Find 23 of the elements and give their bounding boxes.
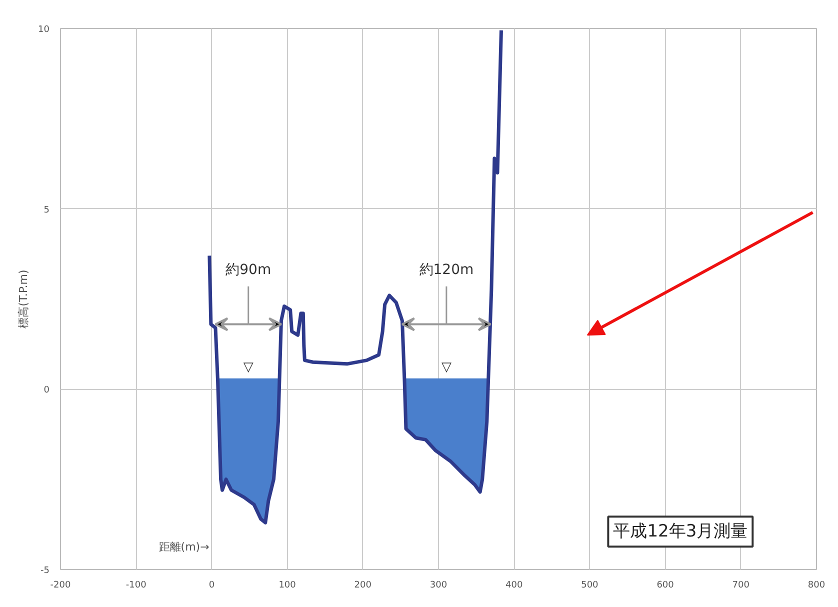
y-tick-label: -5 bbox=[40, 566, 50, 576]
y-axis-title: 標高(T.P.m) bbox=[17, 270, 30, 328]
annotation: ▽ bbox=[243, 360, 254, 376]
annotation: 約120m bbox=[419, 262, 474, 278]
y-tick-label: 5 bbox=[44, 205, 50, 216]
x-tick-label: -200 bbox=[50, 580, 71, 590]
annotation: 約90m bbox=[226, 262, 272, 278]
x-tick-label: 700 bbox=[732, 580, 750, 590]
x-tick-label: 200 bbox=[354, 580, 372, 590]
annotation: 平成12年3月測量 bbox=[613, 522, 748, 542]
x-tick-label: 400 bbox=[506, 580, 523, 590]
y-tick-label: 10 bbox=[38, 25, 50, 35]
x-tick-label: 500 bbox=[581, 580, 599, 590]
line-series bbox=[208, 28, 503, 524]
x-tick-label: 100 bbox=[278, 580, 296, 590]
x-tick-label: 800 bbox=[808, 580, 826, 590]
x-axis-title: 距離(m)→ bbox=[158, 540, 210, 554]
x-tick-label: 0 bbox=[208, 580, 215, 590]
y-tick-label: 0 bbox=[44, 386, 50, 396]
x-tick-label: -100 bbox=[126, 580, 147, 590]
annotation: ▽ bbox=[441, 360, 452, 376]
x-tick-label: 300 bbox=[430, 580, 448, 590]
x-tick-label: 600 bbox=[656, 580, 674, 590]
